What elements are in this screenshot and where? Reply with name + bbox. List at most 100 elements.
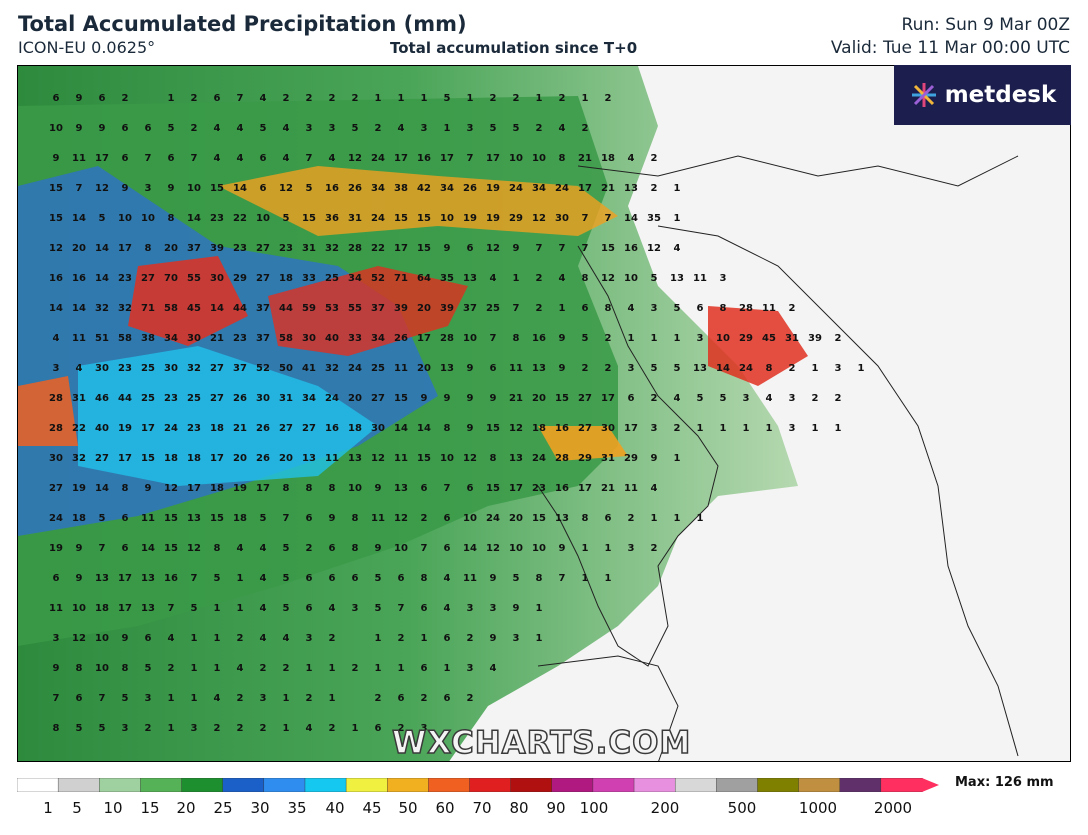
precip-value: 24 [371, 153, 385, 164]
precip-value: 32 [325, 363, 339, 374]
precip-value: 15 [49, 213, 63, 224]
precip-value: 12 [647, 243, 661, 254]
precip-value: 1 [168, 723, 175, 734]
precip-value: 17 [417, 333, 431, 344]
precip-value: 2 [306, 543, 313, 554]
precip-value: 6 [352, 573, 359, 584]
precip-value: 9 [421, 393, 428, 404]
precip-value: 34 [348, 273, 362, 284]
precip-value: 6 [329, 543, 336, 554]
precip-value: 12 [371, 453, 385, 464]
precip-value: 6 [122, 543, 129, 554]
precip-value: 6 [490, 363, 497, 374]
precip-value: 15 [394, 213, 408, 224]
precip-value: 15 [486, 483, 500, 494]
precip-value: 1 [421, 633, 428, 644]
precip-value: 13 [187, 513, 201, 524]
precip-value: 24 [371, 213, 385, 224]
precip-value: 18 [348, 423, 362, 434]
precip-value: 6 [260, 153, 267, 164]
legend-swatch [99, 778, 142, 792]
precip-value: 2 [329, 723, 336, 734]
precip-value: 13 [693, 363, 707, 374]
precip-value: 15 [486, 423, 500, 434]
precip-value: 58 [164, 303, 178, 314]
precip-value: 8 [582, 273, 589, 284]
precip-value: 2 [237, 693, 244, 704]
precip-value: 7 [421, 543, 428, 554]
precip-value: 2 [651, 183, 658, 194]
precip-value: 30 [210, 273, 224, 284]
precip-value: 4 [260, 603, 267, 614]
precip-value: 20 [417, 363, 431, 374]
precip-value: 50 [279, 363, 293, 374]
precip-value: 26 [463, 183, 477, 194]
precip-value: 1 [720, 423, 727, 434]
precip-value: 2 [490, 93, 497, 104]
precip-value: 8 [306, 483, 313, 494]
precip-value: 13 [670, 273, 684, 284]
legend-tick: 80 [509, 799, 529, 817]
precip-value: 12 [72, 633, 86, 644]
precip-value: 3 [306, 633, 313, 644]
precip-value: 4 [674, 243, 681, 254]
precip-value: 35 [647, 213, 661, 224]
precip-value: 3 [352, 603, 359, 614]
precip-value: 24 [509, 183, 523, 194]
precip-value: 13 [348, 453, 362, 464]
precip-value: 2 [536, 273, 543, 284]
precip-value: 37 [233, 363, 247, 374]
precip-value: 7 [99, 543, 106, 554]
precip-value: 10 [624, 273, 638, 284]
precip-value: 30 [164, 363, 178, 374]
precip-value: 24 [164, 423, 178, 434]
precip-value: 3 [628, 363, 635, 374]
valid-time: Valid: Tue 11 Mar 00:00 UTC [830, 38, 1070, 58]
precip-value: 9 [513, 243, 520, 254]
precip-value: 23 [279, 243, 293, 254]
precip-value: 10 [118, 213, 132, 224]
precip-value: 2 [467, 633, 474, 644]
precip-value: 21 [578, 153, 592, 164]
precip-value: 27 [256, 243, 270, 254]
precip-value: 23 [233, 333, 247, 344]
map-canvas: 6 9 6 2 1 2 6 7 4 2 2 2 2 1 1 1 5 1 2 2 1 2 1 210 9 9 6 6 5 2 4 4 5 4 3 3 5 2… [18, 66, 1019, 761]
precip-value: 15 [164, 513, 178, 524]
precip-value: 37 [463, 303, 477, 314]
precip-value: 2 [260, 723, 267, 734]
precip-value: 14 [49, 303, 63, 314]
precip-value: 34 [371, 183, 385, 194]
precip-value: 4 [260, 93, 267, 104]
precip-value: 6 [421, 483, 428, 494]
precip-value: 45 [762, 333, 776, 344]
precip-value: 44 [279, 303, 293, 314]
legend-tick: 1 [43, 799, 53, 817]
precip-value: 21 [601, 183, 615, 194]
precip-value: 34 [302, 393, 316, 404]
precip-value: 29 [509, 213, 523, 224]
precip-value: 2 [835, 393, 842, 404]
precip-value: 4 [766, 393, 773, 404]
precip-value: 39 [808, 333, 822, 344]
precip-value: 27 [371, 393, 385, 404]
precip-value: 23 [118, 363, 132, 374]
precip-value: 5 [375, 573, 382, 584]
precip-value: 35 [440, 273, 454, 284]
precip-value: 15 [601, 243, 615, 254]
precip-value: 1 [237, 603, 244, 614]
precip-value: 6 [260, 183, 267, 194]
precip-value: 31 [279, 393, 293, 404]
precip-value: 4 [214, 693, 221, 704]
precip-value: 30 [95, 363, 109, 374]
precip-value: 10 [532, 153, 546, 164]
precip-value: 44 [233, 303, 247, 314]
precip-value: 5 [720, 393, 727, 404]
precip-value: 19 [486, 213, 500, 224]
precip-value: 17 [118, 243, 132, 254]
precip-value: 21 [210, 333, 224, 344]
precip-value: 13 [440, 363, 454, 374]
precip-value: 13 [95, 573, 109, 584]
precip-value: 6 [467, 483, 474, 494]
precip-value: 2 [329, 633, 336, 644]
precipitation-map[interactable]: 6 9 6 2 1 2 6 7 4 2 2 2 2 1 1 1 5 1 2 2 1 2 1 2 10 9 9 6 6 5 2 4 4 5 4 3 3 5 2… [17, 65, 1071, 762]
